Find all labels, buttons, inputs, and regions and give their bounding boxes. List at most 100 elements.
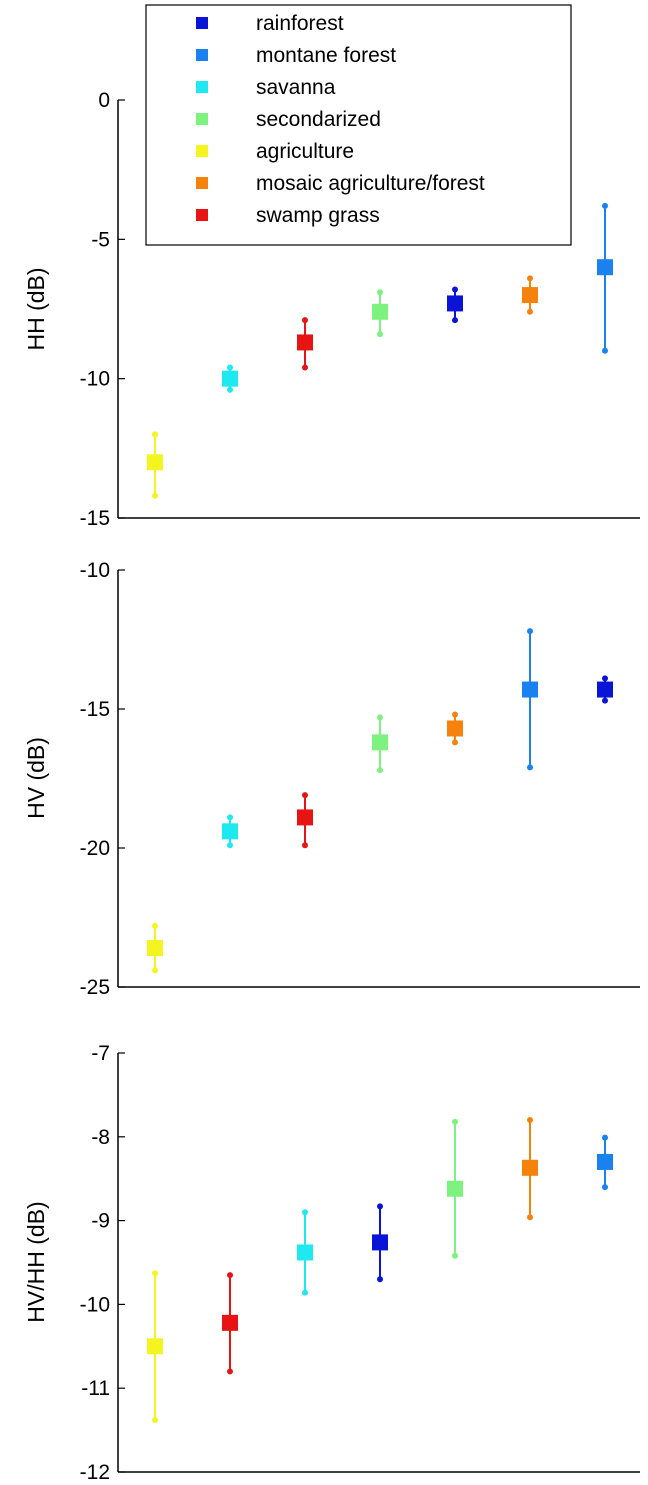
legend-label: agriculture bbox=[256, 140, 354, 163]
mean-marker bbox=[297, 334, 313, 351]
legend: rainforest montane forest savanna secondari… bbox=[145, 4, 572, 246]
y-tick-label: -5 bbox=[91, 228, 110, 251]
mean-marker bbox=[297, 809, 313, 826]
mean-marker bbox=[372, 734, 388, 751]
error-bar-cap-high bbox=[152, 922, 158, 929]
mean-marker bbox=[522, 287, 538, 304]
y-tick-label: -11 bbox=[81, 1377, 110, 1400]
error-bar-cap-low bbox=[302, 1289, 308, 1296]
error-bar-cap-high bbox=[227, 814, 233, 821]
panel-hvhh: HV/HH (dB) -7 -8 -9 -10 -11 -12 bbox=[23, 1042, 640, 1484]
legend-label: swamp grass bbox=[256, 204, 380, 227]
error-bar-cap-high bbox=[602, 675, 608, 682]
panel-hh: HH (dB) 0 -5 -10 -15 bbox=[23, 89, 640, 530]
mean-marker bbox=[147, 454, 163, 471]
mean-marker bbox=[522, 1159, 538, 1176]
y-axis-title: HV/HH (dB) bbox=[23, 1201, 49, 1322]
y-axis-title: HH (dB) bbox=[23, 267, 49, 350]
mean-marker bbox=[597, 259, 613, 276]
y-tick-label: 0 bbox=[98, 89, 110, 112]
legend-label: mosaic agriculture/forest bbox=[256, 172, 485, 195]
mean-marker bbox=[597, 681, 613, 698]
mean-marker bbox=[447, 295, 463, 312]
error-bar-cap-low bbox=[377, 331, 383, 338]
error-bar-cap-low bbox=[527, 308, 533, 315]
error-bar-cap-low bbox=[227, 386, 233, 393]
error-bar-cap-high bbox=[602, 202, 608, 209]
error-bar-cap-high bbox=[377, 714, 383, 721]
y-tick-label: -15 bbox=[80, 698, 110, 721]
error-bar-cap-low bbox=[527, 764, 533, 771]
y-ticks: -10 -15 -20 -25 bbox=[80, 559, 125, 999]
panel-hv: HV (dB) -10 -15 -20 -25 bbox=[23, 559, 640, 999]
legend-swatch bbox=[196, 49, 208, 61]
mean-marker bbox=[147, 940, 163, 957]
y-tick-label: -10 bbox=[80, 559, 110, 582]
error-bar-cap-high bbox=[152, 431, 158, 438]
legend-swatch bbox=[196, 177, 208, 189]
mean-marker bbox=[372, 1234, 388, 1251]
error-bar-cap-high bbox=[527, 275, 533, 282]
legend-label: rainforest bbox=[256, 12, 344, 35]
y-tick-label: -12 bbox=[80, 1461, 110, 1484]
error-bar-cap-low bbox=[152, 1417, 158, 1424]
error-bar-cap-high bbox=[302, 1209, 308, 1216]
y-axis-title: HV (dB) bbox=[23, 737, 49, 819]
error-bar-cap-high bbox=[227, 364, 233, 371]
legend-label: secondarized bbox=[256, 108, 381, 131]
error-bar-cap-high bbox=[452, 711, 458, 718]
mean-marker bbox=[597, 1153, 613, 1170]
error-bar-cap-low bbox=[602, 1184, 608, 1191]
error-bar-cap-high bbox=[452, 286, 458, 293]
mean-marker bbox=[147, 1338, 163, 1355]
legend-items: rainforest montane forest savanna secondari… bbox=[196, 12, 485, 227]
y-ticks: 0 -5 -10 -15 bbox=[80, 89, 125, 530]
data-marks bbox=[147, 202, 613, 499]
error-bar-cap-low bbox=[377, 767, 383, 774]
error-bar-cap-low bbox=[377, 1276, 383, 1283]
legend-label: savanna bbox=[256, 76, 336, 99]
y-ticks: -7 -8 -9 -10 -11 -12 bbox=[80, 1042, 125, 1484]
y-tick-label: -10 bbox=[80, 368, 110, 391]
y-tick-label: -7 bbox=[91, 1042, 110, 1065]
error-bar-cap-high bbox=[302, 317, 308, 324]
mean-marker bbox=[297, 1244, 313, 1261]
error-bar-cap-high bbox=[152, 1270, 158, 1277]
y-tick-label: -25 bbox=[80, 976, 110, 999]
legend-swatch bbox=[196, 145, 208, 157]
legend-swatch bbox=[196, 81, 208, 93]
mean-marker bbox=[222, 823, 238, 840]
error-bar-cap-low bbox=[152, 967, 158, 974]
error-bar-cap-low bbox=[452, 1252, 458, 1259]
error-bar-cap-low bbox=[602, 697, 608, 704]
legend-swatch bbox=[196, 17, 208, 29]
y-tick-label: -20 bbox=[80, 837, 110, 860]
mean-marker bbox=[222, 370, 238, 387]
mean-marker bbox=[522, 681, 538, 698]
error-bar-cap-low bbox=[452, 317, 458, 324]
y-tick-label: -9 bbox=[91, 1210, 110, 1233]
error-bar-cap-low bbox=[527, 1214, 533, 1221]
error-bar-cap-low bbox=[452, 739, 458, 746]
error-bar-cap-high bbox=[377, 289, 383, 296]
legend-swatch bbox=[196, 113, 208, 125]
mean-marker bbox=[447, 1180, 463, 1197]
error-bar-cap-low bbox=[227, 1368, 233, 1375]
mean-marker bbox=[372, 303, 388, 320]
error-bar-cap-high bbox=[452, 1118, 458, 1125]
legend-swatch bbox=[196, 209, 208, 221]
error-bar-cap-low bbox=[227, 842, 233, 849]
error-bar-cap-low bbox=[302, 842, 308, 849]
error-bar-cap-low bbox=[602, 347, 608, 354]
error-bar-cap-high bbox=[602, 1134, 608, 1141]
legend-box bbox=[145, 4, 572, 246]
mean-marker bbox=[222, 1314, 238, 1331]
error-bar-cap-high bbox=[227, 1272, 233, 1279]
error-bar-cap-low bbox=[152, 492, 158, 499]
y-tick-label: -8 bbox=[91, 1126, 110, 1149]
y-tick-label: -15 bbox=[80, 507, 110, 530]
mean-marker bbox=[447, 720, 463, 737]
legend-label: montane forest bbox=[256, 44, 396, 67]
error-bar-cap-low bbox=[302, 364, 308, 371]
